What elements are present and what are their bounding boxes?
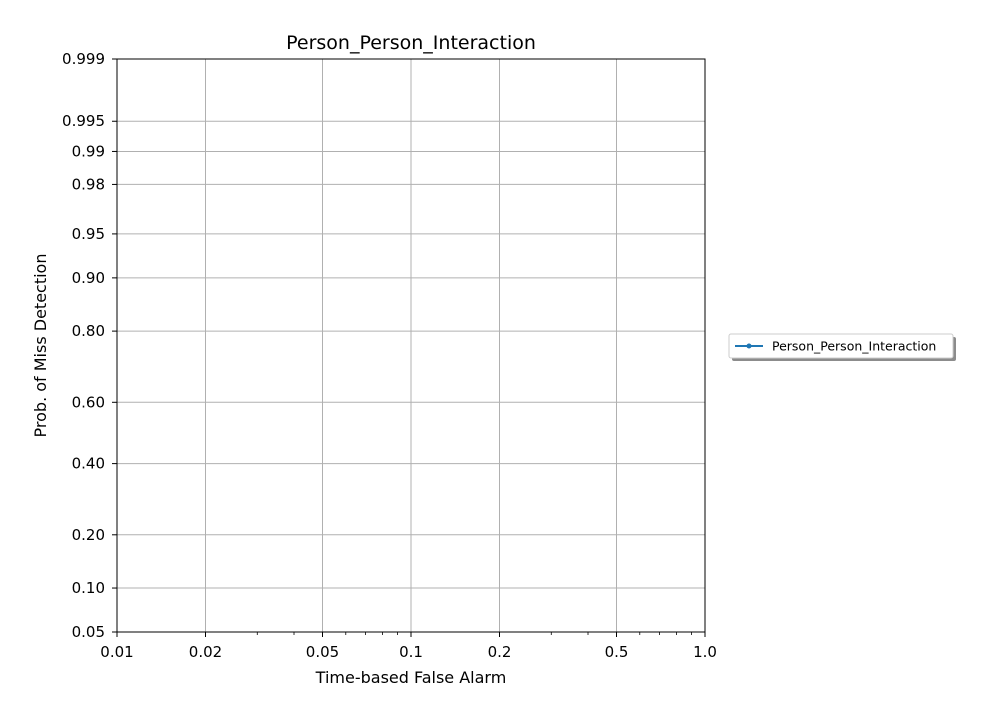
y-tick-label: 0.98: [72, 175, 105, 193]
y-tick-label: 0.95: [72, 225, 105, 243]
y-tick-label: 0.99: [72, 142, 105, 160]
y-tick-label: 0.60: [72, 393, 105, 411]
x-tick-label: 0.01: [100, 643, 133, 661]
y-tick-label: 0.40: [72, 455, 105, 473]
y-tick-label: 0.05: [72, 623, 105, 641]
y-tick-label: 0.999: [62, 50, 105, 68]
x-tick-label: 0.2: [488, 643, 512, 661]
x-axis-label: Time-based False Alarm: [315, 668, 507, 687]
x-tick-label: 1.0: [693, 643, 717, 661]
x-tick-label: 0.1: [399, 643, 423, 661]
x-tick-label: 0.5: [605, 643, 629, 661]
legend-box: [728, 333, 954, 359]
legend-marker: [746, 343, 752, 349]
chart-legend: Person_Person_Interaction: [728, 333, 956, 361]
y-axis-ticks: 0.05 0.10 0.20 0.40 0.60 0.80 0.90 0.95 0.98 0.99…: [62, 50, 117, 641]
y-axis-label: Prob. of Miss Detection: [31, 254, 50, 438]
chart-title: Person_Person_Interaction: [286, 32, 536, 54]
x-tick-label: 0.05: [306, 643, 339, 661]
plot-area-frame: [116, 58, 706, 633]
legend-label: Person_Person_Interaction: [772, 339, 936, 354]
y-tick-label: 0.20: [72, 526, 105, 544]
y-tick-label: 0.995: [62, 112, 105, 130]
y-tick-label: 0.10: [72, 579, 105, 597]
y-tick-label: 0.80: [72, 322, 105, 340]
x-axis-ticks: 0.01 0.02 0.05 0.1 0.2 0.5 1.0: [100, 632, 717, 661]
x-tick-label: 0.02: [189, 643, 222, 661]
grid-lines: [117, 59, 705, 632]
y-tick-label: 0.90: [72, 269, 105, 287]
